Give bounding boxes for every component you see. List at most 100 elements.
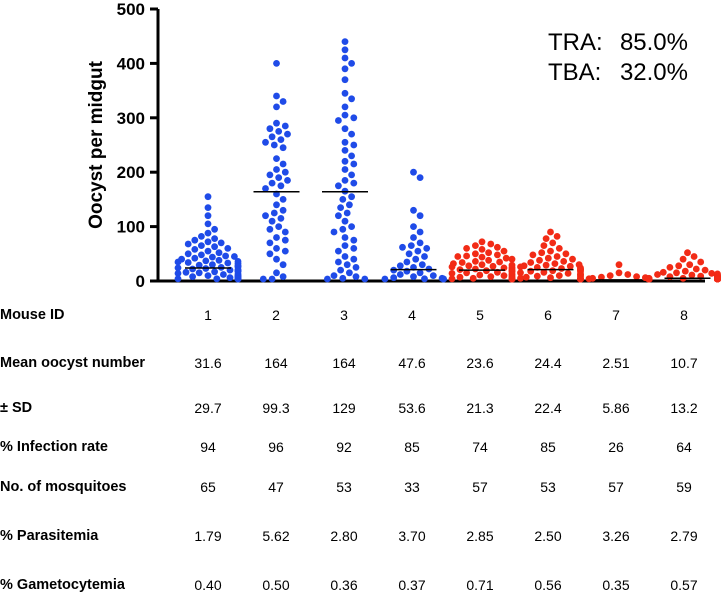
oocyst-point-mouse-3	[324, 275, 331, 283]
oocyst-point-mouse-3	[330, 228, 338, 236]
oocyst-point-mouse-3	[337, 266, 344, 274]
oocyst-point-mouse-4	[410, 206, 417, 214]
oocyst-point-mouse-6	[569, 255, 576, 263]
oocyst-point-mouse-5	[456, 273, 464, 281]
oocyst-point-mouse-2	[270, 141, 278, 149]
oocyst-point-mouse-2	[270, 209, 278, 217]
table-cell: 2.85	[466, 528, 494, 544]
table-cell: 2.80	[330, 528, 358, 544]
oocyst-point-mouse-2	[281, 228, 289, 236]
oocyst-point-mouse-2	[273, 245, 280, 252]
oocyst-point-mouse-1	[204, 247, 212, 255]
y-tick-label: 300	[117, 109, 145, 128]
y-tick-label: 0	[136, 272, 145, 291]
oocyst-point-mouse-7	[624, 271, 632, 278]
oocyst-point-mouse-1	[204, 272, 212, 279]
oocyst-point-mouse-3	[337, 204, 344, 212]
oocyst-point-mouse-3	[343, 209, 351, 217]
oocyst-point-mouse-1	[217, 239, 225, 247]
table-cell: 29.7	[194, 400, 222, 416]
oocyst-point-mouse-3	[335, 247, 342, 255]
oocyst-point-mouse-3	[350, 141, 358, 149]
oocyst-point-mouse-5	[458, 259, 466, 266]
oocyst-point-mouse-6	[564, 270, 572, 277]
oocyst-point-mouse-5	[478, 238, 486, 246]
table-cell: 5	[476, 307, 484, 323]
oocyst-point-mouse-2	[277, 182, 285, 190]
oocyst-point-mouse-7	[615, 261, 623, 269]
oocyst-point-mouse-4	[416, 174, 424, 182]
table-cell: 47	[268, 479, 284, 495]
oocyst-point-mouse-1	[195, 269, 203, 277]
oocyst-point-mouse-3	[341, 111, 349, 119]
oocyst-point-mouse-1	[222, 252, 230, 260]
oocyst-point-mouse-1	[224, 259, 232, 267]
oocyst-point-mouse-3	[346, 201, 353, 209]
oocyst-point-mouse-2	[275, 223, 283, 231]
oocyst-point-mouse-5	[478, 253, 486, 261]
oocyst-point-mouse-4	[416, 239, 424, 247]
oocyst-point-mouse-1	[174, 270, 182, 277]
table-cell: 8	[680, 307, 688, 323]
oocyst-point-mouse-1	[215, 249, 223, 257]
row-label: ± SD	[0, 400, 33, 416]
oocyst-point-mouse-6	[551, 260, 559, 267]
oocyst-point-mouse-6	[542, 235, 550, 243]
oocyst-point-mouse-6	[558, 265, 565, 272]
table-cell: 53.6	[398, 400, 426, 416]
oocyst-point-mouse-8	[679, 255, 687, 263]
table-cell: 1	[204, 307, 212, 323]
y-axis-label: Oocyst per midgut	[86, 60, 107, 229]
oocyst-point-mouse-1	[204, 212, 212, 220]
oocyst-point-mouse-8	[675, 262, 683, 270]
oocyst-point-mouse-5	[463, 252, 470, 260]
row-label: No. of mosquitoes	[0, 479, 127, 495]
table-cell: 2.79	[670, 528, 698, 544]
oocyst-point-mouse-3	[350, 245, 358, 252]
oocyst-point-mouse-4	[407, 242, 415, 250]
table-cell: 3.26	[602, 528, 630, 544]
oocyst-point-mouse-3	[341, 65, 349, 73]
oocyst-point-mouse-3	[341, 38, 349, 45]
table-cell: 47.6	[398, 355, 426, 371]
oocyst-point-mouse-1	[211, 225, 219, 233]
oocyst-point-mouse-4	[414, 247, 422, 255]
table-cell: 74	[472, 439, 488, 455]
table-cell: 57	[608, 479, 624, 495]
oocyst-point-mouse-6	[553, 253, 561, 260]
table-cell: 164	[332, 355, 356, 371]
oocyst-point-mouse-3	[361, 275, 369, 283]
oocyst-point-mouse-2	[284, 177, 291, 184]
oocyst-point-mouse-4	[396, 271, 404, 278]
table-cell: 0.37	[398, 577, 426, 593]
oocyst-point-mouse-6	[517, 269, 524, 277]
oocyst-point-mouse-3	[343, 261, 351, 269]
oocyst-point-mouse-1	[174, 264, 182, 272]
oocyst-point-mouse-3	[348, 223, 355, 231]
y-tick-label: 100	[117, 218, 145, 237]
oocyst-point-mouse-5	[500, 272, 508, 279]
oocyst-point-mouse-3	[341, 253, 349, 260]
oocyst-point-mouse-4	[403, 267, 411, 275]
oocyst-point-mouse-5	[485, 256, 492, 264]
oocyst-point-mouse-1	[224, 245, 232, 252]
y-axis: 0 100 200 300 400 500	[117, 0, 705, 291]
table-cell: 85	[540, 439, 556, 455]
oocyst-point-mouse-2	[262, 138, 269, 146]
oocyst-point-mouse-7	[606, 272, 614, 279]
oocyst-point-mouse-5	[494, 243, 501, 251]
oocyst-point-mouse-1	[204, 204, 212, 212]
oocyst-point-mouse-1	[211, 243, 219, 251]
oocyst-point-mouse-4	[418, 261, 426, 269]
oocyst-point-mouse-6	[555, 272, 563, 279]
oocyst-point-mouse-4	[440, 275, 447, 283]
mean-lines	[185, 191, 711, 281]
oocyst-point-mouse-4	[381, 275, 389, 283]
row-label: Mouse ID	[0, 307, 65, 323]
oocyst-point-mouse-4	[421, 253, 428, 260]
oocyst-point-mouse-2	[279, 144, 287, 152]
oocyst-point-mouse-3	[341, 125, 349, 133]
oocyst-point-mouse-2	[268, 133, 276, 141]
oocyst-point-mouse-7	[598, 273, 605, 281]
oocyst-point-mouse-3	[346, 269, 353, 277]
